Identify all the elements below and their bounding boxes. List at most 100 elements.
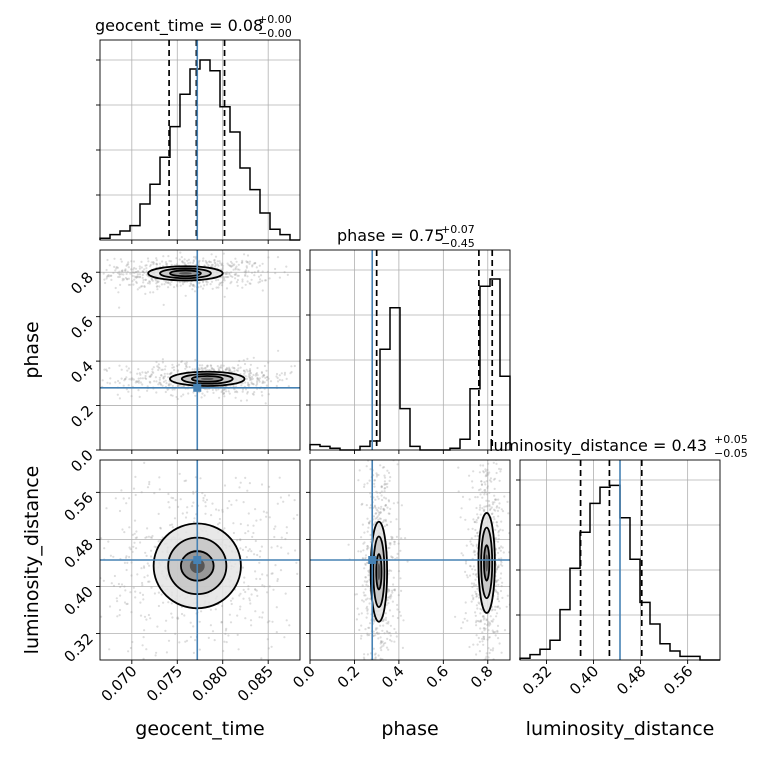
sample-point	[221, 275, 225, 278]
sample-point	[143, 615, 147, 618]
sample-point	[484, 657, 487, 660]
sample-point	[115, 597, 118, 600]
sample-point	[494, 415, 496, 417]
sample-point	[367, 546, 370, 549]
sample-point	[118, 270, 121, 273]
sample-point	[501, 581, 504, 584]
sample-point	[489, 409, 491, 411]
sample-point	[157, 512, 160, 516]
sample-point	[494, 740, 496, 742]
sample-point	[204, 501, 207, 504]
sample-point	[236, 539, 239, 542]
sample-point	[327, 549, 329, 551]
sample-point	[368, 522, 371, 525]
sample-point	[158, 378, 161, 381]
sample-point	[127, 367, 130, 370]
sample-point	[280, 546, 283, 549]
sample-point	[246, 390, 249, 394]
sample-point	[303, 383, 305, 385]
sample-point	[475, 519, 478, 522]
sample-point	[155, 360, 158, 364]
sample-point	[275, 384, 278, 388]
sample-point	[93, 268, 95, 270]
sample-point	[239, 539, 242, 542]
sample-point	[267, 256, 270, 259]
sample-point	[255, 519, 258, 522]
sample-point	[371, 669, 373, 671]
sample-point	[359, 550, 362, 553]
sample-point	[472, 470, 475, 473]
sample-point	[140, 567, 143, 570]
sample-point	[211, 502, 214, 505]
sample-point	[135, 280, 138, 283]
sample-point	[493, 457, 495, 459]
sample-point	[283, 636, 286, 639]
sample-point	[245, 556, 248, 559]
sample-point	[248, 599, 251, 602]
sample-point	[184, 362, 187, 365]
sample-point	[261, 381, 264, 385]
sample-point	[489, 507, 492, 510]
sample-point	[209, 364, 212, 367]
sample-point	[366, 561, 369, 565]
sample-point	[382, 624, 385, 627]
sample-point	[254, 539, 257, 543]
title-luminosity-distance-plus: +0.05	[714, 433, 748, 446]
sample-point	[384, 618, 387, 622]
sample-point	[389, 520, 392, 524]
sample-point	[497, 531, 500, 534]
sample-point	[216, 365, 219, 368]
sample-point	[159, 526, 162, 529]
sample-point	[473, 584, 476, 587]
sample-point	[183, 281, 186, 284]
sample-point	[142, 598, 145, 601]
sample-point	[165, 263, 168, 266]
sample-point	[209, 624, 212, 627]
sample-point	[382, 644, 385, 647]
sample-point	[251, 377, 254, 380]
sample-point	[495, 568, 498, 571]
sample-point	[148, 580, 151, 583]
sample-point	[126, 369, 129, 372]
sample-point	[475, 594, 478, 598]
sample-point	[139, 541, 142, 544]
sample-point	[275, 375, 278, 378]
sample-point	[487, 629, 490, 632]
sample-point	[474, 578, 477, 581]
sample-point	[221, 508, 224, 512]
sample-point	[241, 259, 244, 262]
sample-point	[120, 583, 124, 586]
sample-point	[148, 380, 151, 383]
sample-point	[268, 516, 271, 519]
sample-point	[366, 547, 369, 550]
sample-point	[121, 269, 124, 272]
xtick-label-luminosity_distance: 0.48	[613, 662, 649, 698]
sample-point	[491, 501, 494, 504]
sample-point	[264, 376, 267, 379]
sample-point	[229, 599, 233, 602]
sample-point	[376, 631, 379, 634]
sample-point	[482, 627, 485, 630]
sample-point	[481, 491, 484, 494]
sample-point	[277, 349, 280, 352]
sample-point	[387, 471, 391, 474]
sample-point	[158, 381, 161, 384]
sample-point	[483, 493, 486, 496]
sample-point	[107, 540, 110, 543]
sample-point	[144, 264, 147, 267]
sample-point	[379, 636, 382, 639]
sample-point	[363, 594, 366, 597]
sample-point	[374, 628, 377, 631]
sample-point	[382, 619, 385, 622]
sample-point	[261, 270, 264, 273]
sample-point	[496, 598, 499, 601]
sample-point	[284, 537, 287, 541]
sample-point	[205, 283, 208, 286]
sample-point	[274, 525, 277, 528]
sample-point	[149, 263, 152, 267]
sample-point	[396, 603, 399, 607]
sample-point	[382, 664, 384, 666]
sample-point	[496, 591, 499, 594]
sample-point	[387, 499, 390, 502]
sample-point	[227, 390, 230, 393]
